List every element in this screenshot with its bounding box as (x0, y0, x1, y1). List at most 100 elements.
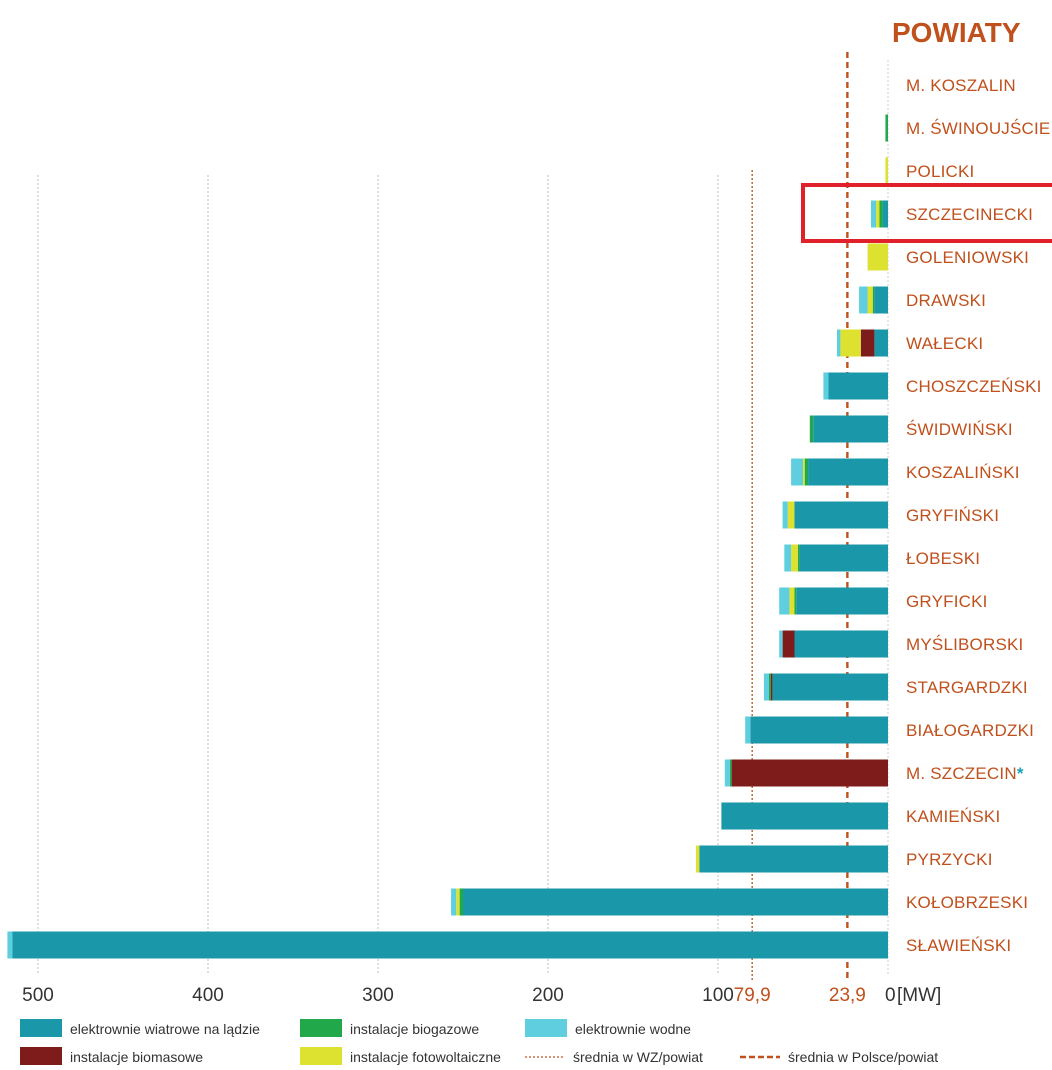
category-label-kamienski: KAMIEŃSKI (906, 807, 1000, 826)
x-axis-ticks: 500 400 300 200 100 0 [MW] 79,9 23,9 (22, 985, 941, 1006)
bar-segment-policki-instalacje-fotowoltaiczne (885, 157, 888, 185)
category-label-szczecinecki: SZCZECINECKI (906, 205, 1033, 224)
bar-segment-m-szczecin-instalacje-biomasowe (731, 759, 888, 787)
bar-segment-gryficki-instalacje-fotowoltaiczne (789, 587, 795, 615)
legend-item-elektrownie-wodne: elektrownie wodne (525, 1019, 691, 1037)
bar-segment-koszalinski-elektrownie-wiatrowe-na-ladzie (808, 458, 888, 486)
category-label-m-szczecin: M. SZCZECIN* (906, 764, 1024, 783)
bar-group-kamienski (721, 802, 888, 830)
legend-item-instalacje-biogazowe: instalacje biogazowe (300, 1019, 479, 1037)
bar-segment-pyrzycki-instalacje-fotowoltaiczne (695, 845, 700, 873)
grid-lines (37, 60, 889, 975)
category-label-kolobrzeski: KOŁOBRZESKI (906, 893, 1028, 912)
legend-label-srednia-w-polsce-powiat: średnia w Polsce/powiat (788, 1049, 938, 1065)
bar-segment-drawski-instalacje-fotowoltaiczne (867, 286, 873, 314)
bars (7, 114, 888, 959)
bar-segment-koszalinski-elektrownie-wodne (791, 458, 803, 486)
bar-segment-gryfinski-elektrownie-wiatrowe-na-ladzie (794, 501, 888, 529)
bar-segment-koszalinski-instalacje-fotowoltaiczne (803, 458, 805, 486)
bar-segment-stargardzki-instalacje-biomasowe (770, 673, 773, 701)
bar-group-slawienski (7, 931, 888, 959)
category-label-gryficki: GRYFICKI (906, 592, 988, 611)
bar-segment-kamienski-elektrownie-wiatrowe-na-ladzie (721, 802, 888, 830)
legend-item-instalacje-fotowoltaiczne: instalacje fotowoltaiczne (300, 1047, 501, 1065)
legend-swatch-instalacje-fotowoltaiczne (300, 1047, 342, 1065)
bar-group-lobeski (784, 544, 888, 572)
bar-segment-swidwinski-instalacje-biogazowe (809, 415, 814, 443)
category-label-goleniowski: GOLENIOWSKI (906, 248, 1029, 267)
bar-segment-kolobrzeski-elektrownie-wodne (451, 888, 457, 916)
bar-segment-gryficki-elektrownie-wiatrowe-na-ladzie (796, 587, 888, 615)
x-tick-label-500: 500 (22, 985, 54, 1006)
category-label-policki: POLICKI (906, 162, 974, 181)
legend-swatch-elektrownie-wodne (525, 1019, 567, 1037)
legend-label-instalacje-biomasowe: instalacje biomasowe (70, 1049, 203, 1065)
bar-segment-gryficki-elektrownie-wodne (779, 587, 790, 615)
category-label-footnote-mark: * (1017, 764, 1024, 783)
bar-segment-lobeski-elektrownie-wodne (784, 544, 792, 572)
bar-group-szczecinecki (871, 200, 888, 228)
bar-group-gryficki (779, 587, 888, 615)
bar-segment-szczecinecki-instalacje-fotowoltaiczne (876, 200, 880, 228)
bar-segment-swidwinski-elektrownie-wiatrowe-na-ladzie (813, 415, 888, 443)
category-label-bialogardzki: BIAŁOGARDZKI (906, 721, 1034, 740)
bar-segment-drawski-instalacje-biogazowe (872, 286, 875, 314)
bar-segment-gryficki-instalacje-biogazowe (794, 587, 797, 615)
legend-swatch-elektrownie-wiatrowe-na-ladzie (20, 1019, 62, 1037)
bar-group-koszalinski (791, 458, 888, 486)
legend-label-srednia-w-wz-powiat: średnia w WZ/powiat (573, 1049, 703, 1065)
bar-segment-bialogardzki-elektrownie-wiatrowe-na-ladzie (750, 716, 888, 744)
bar-segment-mysliborski-elektrownie-wiatrowe-na-ladzie (794, 630, 888, 658)
bar-segment-m-szczecin-instalacje-biogazowe (729, 759, 732, 787)
bar-group-walecki (837, 329, 888, 357)
bar-segment-szczecinecki-elektrownie-wiatrowe-na-ladzie (882, 200, 888, 228)
bar-group-swidwinski (809, 415, 888, 443)
category-label-koszalinski: KOSZALIŃSKI (906, 463, 1020, 482)
category-label-m-swinoujscie: M. ŚWINOUJŚCIE (906, 119, 1050, 138)
bar-group-kolobrzeski (451, 888, 888, 916)
bar-segment-walecki-elektrownie-wiatrowe-na-ladzie (874, 329, 888, 357)
legend: elektrownie wiatrowe na lądzie instalacje… (20, 1019, 938, 1065)
bar-segment-stargardzki-instalacje-biogazowe (769, 673, 771, 701)
bar-segment-szczecinecki-elektrownie-wodne (871, 200, 877, 228)
category-labels: M. KOSZALIN M. ŚWINOUJŚCIE POLICKI SZCZECIN… (906, 76, 1050, 955)
legend-label-elektrownie-wodne: elektrownie wodne (575, 1021, 691, 1037)
bar-segment-stargardzki-elektrownie-wiatrowe-na-ladzie (772, 673, 888, 701)
bar-segment-walecki-elektrownie-wodne (837, 329, 841, 357)
x-tick-label-0: 0 (885, 985, 896, 1006)
bar-group-drawski (859, 286, 888, 314)
bar-segment-lobeski-instalacje-biogazowe (797, 544, 800, 572)
legend-item-elektrownie-wiatrowe-na-ladzie: elektrownie wiatrowe na lądzie (20, 1019, 260, 1037)
category-label-m-koszalin: M. KOSZALIN (906, 76, 1016, 95)
bar-segment-lobeski-instalacje-fotowoltaiczne (791, 544, 798, 572)
legend-item-srednia-w-wz-powiat: średnia w WZ/powiat (525, 1049, 703, 1065)
legend-swatch-instalacje-biomasowe (20, 1047, 62, 1065)
category-label-stargardzki: STARGARDZKI (906, 678, 1028, 697)
bar-segment-stargardzki-elektrownie-wodne (763, 673, 769, 701)
bar-segment-kolobrzeski-instalacje-fotowoltaiczne (456, 888, 460, 916)
bar-segment-choszczenski-elektrownie-wodne (823, 372, 829, 400)
bar-segment-choszczenski-elektrownie-wiatrowe-na-ladzie (828, 372, 888, 400)
bar-segment-bialogardzki-elektrownie-wodne (745, 716, 751, 744)
bar-segment-kolobrzeski-instalacje-biogazowe (459, 888, 463, 916)
x-tick-label-400: 400 (192, 985, 224, 1006)
bar-segment-mysliborski-instalacje-biomasowe (782, 630, 795, 658)
bar-segment-slawienski-elektrownie-wodne (7, 931, 13, 959)
category-label-gryfinski: GRYFIŃSKI (906, 506, 999, 525)
legend-swatch-instalacje-biogazowe (300, 1019, 342, 1037)
bar-segment-walecki-instalacje-biomasowe (860, 329, 875, 357)
bar-segment-gryfinski-instalacje-fotowoltaiczne (787, 501, 795, 529)
highlight-box (801, 183, 1052, 243)
category-label-slawienski: SŁAWIEŃSKI (906, 936, 1011, 955)
bar-segment-drawski-elektrownie-wodne (859, 286, 868, 314)
legend-item-srednia-w-polsce-powiat: średnia w Polsce/powiat (740, 1049, 938, 1065)
bar-group-m-swinoujscie (885, 114, 888, 142)
legend-label-instalacje-biogazowe: instalacje biogazowe (350, 1021, 479, 1037)
category-label-lobeski: ŁOBESKI (906, 549, 980, 568)
category-label-swidwinski: ŚWIDWIŃSKI (906, 420, 1013, 439)
bar-segment-mysliborski-elektrownie-wodne (779, 630, 783, 658)
bar-group-gryfinski (782, 501, 888, 529)
category-label-drawski: DRAWSKI (906, 291, 986, 310)
bar-segment-walecki-instalacje-fotowoltaiczne (840, 329, 861, 357)
